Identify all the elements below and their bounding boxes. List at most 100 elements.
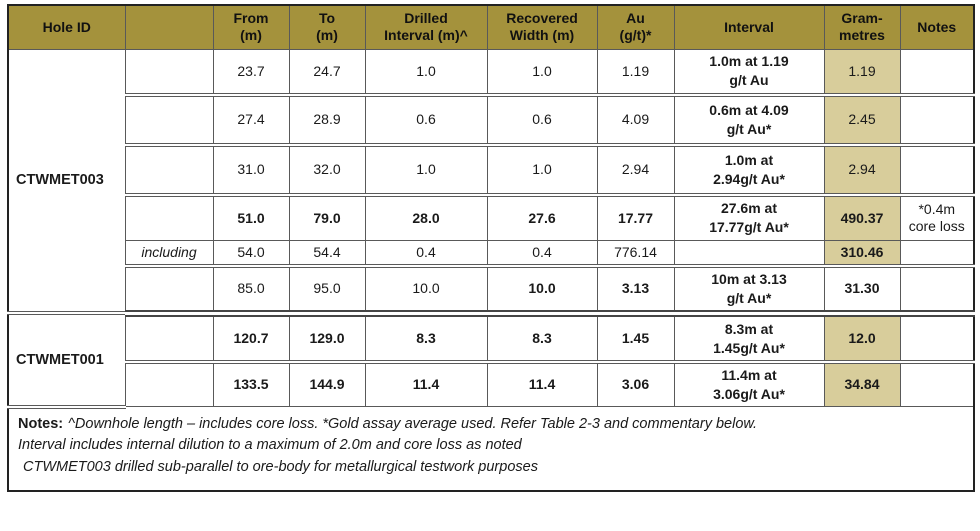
cell-note <box>899 239 975 268</box>
cell-note <box>899 361 975 408</box>
cell-to: 24.7 <box>288 48 366 97</box>
table-row: 31.0 32.0 1.0 1.0 2.94 1.0m at 2.94g/t A… <box>8 144 975 197</box>
cell-recovered: 1.0 <box>486 144 598 197</box>
cell-au: 3.06 <box>596 361 675 408</box>
header-drilled-interval: Drilled Interval (m)^ <box>364 4 488 50</box>
cell-recovered: 1.0 <box>486 48 598 97</box>
hole-id-ctwmet001: CTWMET001 <box>7 312 126 409</box>
header-to: To (m) <box>288 4 366 50</box>
cell-interval: 0.6m at 4.09 g/t Au* <box>673 94 825 147</box>
drill-results-table: Hole ID From (m) To (m) Drilled Interval… <box>7 4 975 492</box>
cell-drilled: 11.4 <box>364 361 488 408</box>
cell-from: 85.0 <box>212 265 290 317</box>
footnotes-cell: Notes: ^Downhole length – includes core l… <box>7 406 975 492</box>
cell-gram-metres: 34.84 <box>823 361 901 408</box>
cell-recovered: 10.0 <box>486 265 598 317</box>
cell-au: 1.45 <box>596 312 675 365</box>
cell-note <box>899 48 975 97</box>
cell-interval: 1.0m at 1.19 g/t Au <box>673 48 825 97</box>
cell-gram-metres: 310.46 <box>823 239 901 268</box>
footnotes-label: Notes: <box>18 415 64 432</box>
cell-drilled: 0.4 <box>364 239 488 268</box>
cell-from: 27.4 <box>212 94 290 147</box>
footnote-text-1: ^Downhole length – includes core loss. *… <box>68 415 758 432</box>
cell-gram-metres: 490.37 <box>823 194 901 241</box>
footnote-line-1: Notes: ^Downhole length – includes core l… <box>18 414 964 436</box>
cell-qualifier <box>124 361 214 408</box>
cell-drilled: 28.0 <box>364 194 488 241</box>
cell-note <box>899 144 975 197</box>
cell-from: 133.5 <box>212 361 290 408</box>
cell-from: 120.7 <box>212 312 290 365</box>
cell-au: 1.19 <box>596 48 675 97</box>
cell-to: 144.9 <box>288 361 366 408</box>
table-row: 27.4 28.9 0.6 0.6 4.09 0.6m at 4.09 g/t … <box>8 94 975 147</box>
cell-gram-metres: 2.45 <box>823 94 901 147</box>
table-row: CTWMET001 120.7 129.0 8.3 8.3 1.45 8.3m … <box>7 312 975 409</box>
cell-qualifier <box>124 194 214 241</box>
cell-qualifier: including <box>124 239 214 268</box>
header-hole-id: Hole ID <box>7 4 126 50</box>
cell-interval: 1.0m at 2.94g/t Au* <box>673 144 825 197</box>
cell-gram-metres: 2.94 <box>823 144 901 197</box>
header-au-grade: Au (g/t)* <box>596 4 675 50</box>
cell-recovered: 8.3 <box>486 312 598 365</box>
cell-from: 31.0 <box>212 144 290 197</box>
table-row: 51.0 79.0 28.0 27.6 17.77 27.6m at 17.77… <box>8 194 975 241</box>
cell-from: 23.7 <box>212 48 290 97</box>
cell-to: 54.4 <box>288 239 366 268</box>
cell-from: 54.0 <box>212 239 290 268</box>
cell-note <box>899 312 975 365</box>
cell-recovered: 0.4 <box>486 239 598 268</box>
cell-recovered: 27.6 <box>486 194 598 241</box>
cell-au: 776.14 <box>596 239 675 268</box>
cell-note: *0.4m core loss <box>899 194 975 241</box>
header-interval: Interval <box>673 4 825 50</box>
cell-to: 129.0 <box>288 312 366 365</box>
cell-recovered: 11.4 <box>486 361 598 408</box>
table-row: 133.5 144.9 11.4 11.4 3.06 11.4m at 3.06… <box>8 361 975 408</box>
cell-drilled: 1.0 <box>364 144 488 197</box>
cell-gram-metres: 1.19 <box>823 48 901 97</box>
cell-to: 28.9 <box>288 94 366 147</box>
cell-interval: 8.3m at 1.45g/t Au* <box>673 312 825 365</box>
cell-interval: 10m at 3.13 g/t Au* <box>673 265 825 317</box>
table-row: 85.0 95.0 10.0 10.0 3.13 10m at 3.13 g/t… <box>8 265 975 317</box>
hole-id-ctwmet003: CTWMET003 <box>7 48 126 316</box>
cell-au: 4.09 <box>596 94 675 147</box>
cell-qualifier <box>124 48 214 97</box>
cell-recovered: 0.6 <box>486 94 598 147</box>
cell-qualifier <box>124 312 214 365</box>
cell-au: 3.13 <box>596 265 675 317</box>
cell-drilled: 1.0 <box>364 48 488 97</box>
cell-drilled: 8.3 <box>364 312 488 365</box>
cell-gram-metres: 31.30 <box>823 265 901 317</box>
cell-note <box>899 265 975 317</box>
cell-to: 79.0 <box>288 194 366 241</box>
table-row-including: including 54.0 54.4 0.4 0.4 776.14 310.4… <box>8 239 975 268</box>
footnotes-row: Notes: ^Downhole length – includes core l… <box>7 406 975 492</box>
table-row: CTWMET003 23.7 24.7 1.0 1.0 1.19 1.0m at… <box>7 48 975 316</box>
footnote-line-2: Interval includes internal dilution to a… <box>18 437 522 454</box>
cell-interval <box>673 239 825 268</box>
header-gram-metres: Gram- metres <box>823 4 901 50</box>
cell-interval: 27.6m at 17.77g/t Au* <box>673 194 825 241</box>
cell-gram-metres: 12.0 <box>823 312 901 365</box>
cell-qualifier <box>124 265 214 317</box>
cell-interval: 11.4m at 3.06g/t Au* <box>673 361 825 408</box>
header-from: From (m) <box>212 4 290 50</box>
header-notes: Notes <box>899 4 975 50</box>
cell-au: 2.94 <box>596 144 675 197</box>
header-row: Hole ID From (m) To (m) Drilled Interval… <box>7 4 975 50</box>
footnote-line-3: CTWMET003 drilled sub-parallel to ore-bo… <box>23 459 538 476</box>
header-qualifier <box>124 4 214 50</box>
cell-to: 95.0 <box>288 265 366 317</box>
cell-note <box>899 94 975 147</box>
cell-qualifier <box>124 94 214 147</box>
cell-au: 17.77 <box>596 194 675 241</box>
cell-drilled: 0.6 <box>364 94 488 147</box>
cell-to: 32.0 <box>288 144 366 197</box>
cell-from: 51.0 <box>212 194 290 241</box>
header-recovered-width: Recovered Width (m) <box>486 4 598 50</box>
cell-qualifier <box>124 144 214 197</box>
